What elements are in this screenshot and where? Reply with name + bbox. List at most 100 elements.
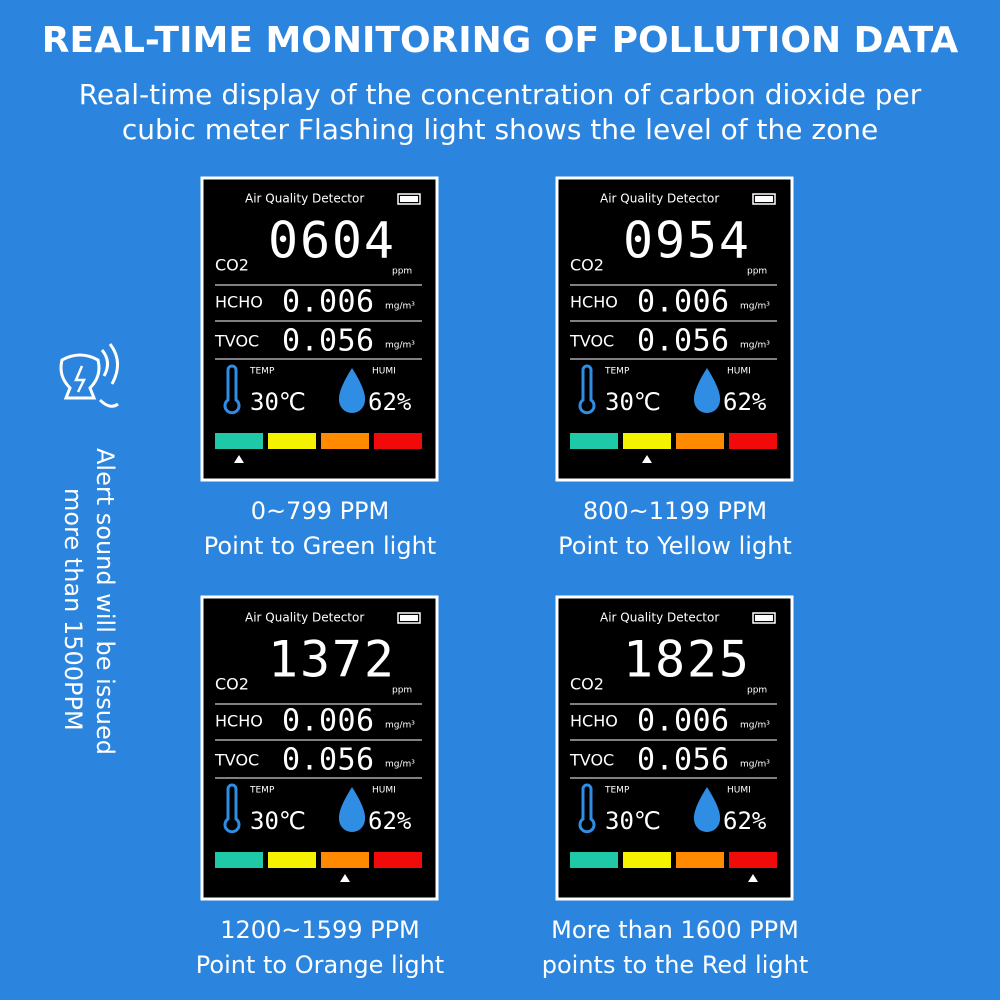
title: REAL-TIME MONITORING OF POLLUTION DATA	[42, 20, 959, 61]
battery-icon	[752, 612, 776, 624]
tvoc-label: TVOC	[569, 751, 614, 770]
humi-label: HUMI	[727, 786, 751, 796]
co2-label: CO2	[570, 675, 604, 694]
zone-bar	[215, 852, 263, 868]
humi-label: HUMI	[727, 367, 751, 377]
humi-value: 62%	[368, 388, 412, 416]
battery-level	[400, 196, 418, 202]
zone-pointer	[642, 455, 652, 463]
zone-pointer	[340, 874, 350, 882]
device-title: Air Quality Detector	[245, 611, 364, 625]
tvoc-value: 0.056	[637, 324, 729, 359]
device-title: Air Quality Detector	[600, 611, 719, 625]
hcho-value: 0.006	[282, 285, 374, 320]
tvoc-value: 0.056	[637, 743, 729, 778]
temp-label: TEMP	[604, 367, 630, 377]
caption: 800~1199 PPM	[583, 497, 767, 525]
co2-label: CO2	[215, 256, 249, 275]
caption: Point to Orange light	[196, 951, 444, 979]
caption: 0~799 PPM	[251, 497, 389, 525]
battery-level	[755, 615, 773, 621]
device-title: Air Quality Detector	[600, 192, 719, 206]
gas-unit: mg/m³	[385, 302, 415, 312]
subtitle: cubic meter Flashing light shows the lev…	[122, 113, 878, 146]
screen	[555, 176, 794, 482]
hcho-value: 0.006	[637, 285, 729, 320]
hcho-value: 0.006	[637, 704, 729, 739]
temp-value: 30℃	[250, 388, 306, 416]
screen	[200, 595, 439, 901]
side-note: more than 1500PPM	[59, 488, 87, 731]
co2-value: 0604	[268, 212, 394, 270]
zone-bar	[268, 433, 316, 449]
droplet-icon	[338, 368, 366, 413]
caption: Point to Yellow light	[558, 532, 792, 560]
zone-pointer	[234, 455, 244, 463]
zone-bar	[268, 852, 316, 868]
caption: Point to Green light	[204, 532, 436, 560]
hcho-label: HCHO	[215, 293, 263, 312]
temp-label: TEMP	[249, 786, 275, 796]
tvoc-label: TVOC	[569, 332, 614, 351]
tvoc-value: 0.056	[282, 324, 374, 359]
gas-unit: mg/m³	[740, 760, 770, 770]
zone-bar	[570, 852, 618, 868]
battery-icon	[752, 193, 776, 205]
zone-bar	[729, 433, 777, 449]
hcho-label: HCHO	[570, 293, 618, 312]
temp-value: 30℃	[605, 388, 661, 416]
zone-bar	[623, 852, 671, 868]
droplet-icon	[693, 787, 721, 832]
temp-value: 30℃	[250, 807, 306, 835]
zone-bar	[321, 433, 369, 449]
hcho-value: 0.006	[282, 704, 374, 739]
zone-bar	[729, 852, 777, 868]
thermometer-icon	[223, 364, 241, 415]
hcho-label: HCHO	[570, 712, 618, 731]
thermometer-icon	[578, 783, 596, 834]
thermometer-icon	[578, 364, 596, 415]
zone-bar	[215, 433, 263, 449]
battery-icon	[397, 193, 421, 205]
caption: points to the Red light	[542, 951, 809, 979]
side-note: Alert sound will be issued	[91, 448, 119, 755]
zone-bar	[321, 852, 369, 868]
alert-icon	[59, 343, 119, 408]
device-title: Air Quality Detector	[245, 192, 364, 206]
gas-unit: mg/m³	[740, 341, 770, 351]
humi-label: HUMI	[372, 367, 396, 377]
zone-bar	[374, 433, 422, 449]
co2-value: 1825	[623, 631, 749, 689]
gas-unit: mg/m³	[385, 341, 415, 351]
co2-unit: ppm	[747, 267, 767, 277]
co2-unit: ppm	[747, 686, 767, 696]
gas-unit: mg/m³	[740, 721, 770, 731]
humi-value: 62%	[368, 807, 412, 835]
subtitle: Real-time display of the concentration o…	[79, 78, 922, 111]
screen	[555, 595, 794, 901]
hcho-label: HCHO	[215, 712, 263, 731]
co2-label: CO2	[570, 256, 604, 275]
temp-label: TEMP	[249, 367, 275, 377]
co2-unit: ppm	[392, 267, 412, 277]
temp-value: 30℃	[605, 807, 661, 835]
co2-value: 0954	[623, 212, 749, 270]
zone-bar	[570, 433, 618, 449]
droplet-icon	[693, 368, 721, 413]
battery-level	[400, 615, 418, 621]
tvoc-value: 0.056	[282, 743, 374, 778]
thermometer-icon	[223, 783, 241, 834]
temp-label: TEMP	[604, 786, 630, 796]
humi-label: HUMI	[372, 786, 396, 796]
co2-label: CO2	[215, 675, 249, 694]
screen	[200, 176, 439, 482]
co2-value: 1372	[268, 631, 394, 689]
humi-value: 62%	[723, 388, 767, 416]
zone-bar	[623, 433, 671, 449]
